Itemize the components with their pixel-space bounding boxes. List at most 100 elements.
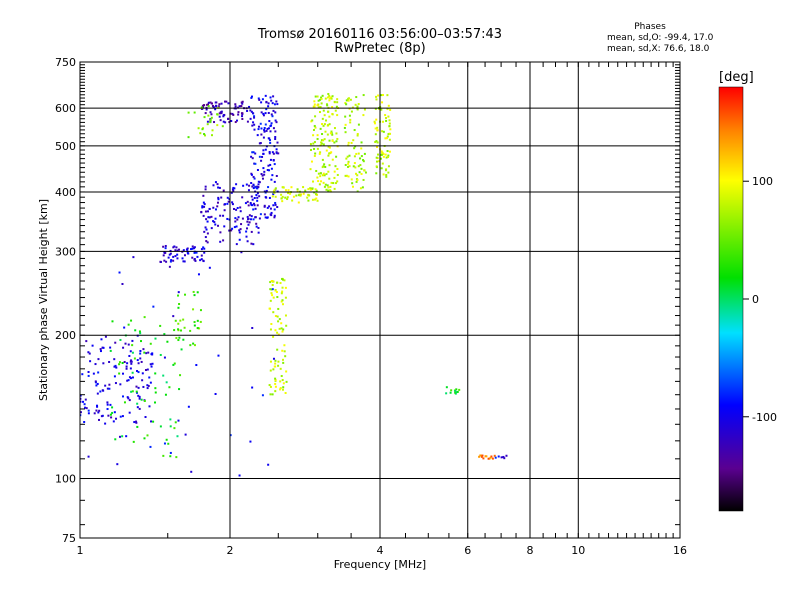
- data-point: [241, 115, 244, 118]
- data-point: [204, 236, 207, 239]
- data-point: [163, 333, 166, 336]
- data-point: [295, 194, 298, 197]
- data-point: [137, 394, 140, 397]
- data-point: [238, 229, 241, 232]
- data-point: [176, 253, 179, 256]
- data-point: [319, 151, 322, 154]
- data-point: [223, 209, 226, 212]
- data-point: [212, 106, 215, 109]
- data-point: [382, 153, 385, 156]
- data-point: [363, 169, 366, 172]
- data-point: [309, 188, 312, 191]
- data-point: [113, 365, 116, 368]
- data-point: [258, 181, 261, 184]
- data-point: [254, 207, 257, 210]
- data-point: [233, 226, 236, 229]
- data-point: [359, 164, 362, 167]
- data-point: [354, 145, 357, 148]
- data-point: [275, 151, 278, 154]
- data-point: [210, 215, 213, 218]
- data-point: [272, 204, 275, 207]
- x-axis-ticks: 1 2 4 6 8 10 16: [77, 62, 687, 557]
- data-point: [250, 195, 253, 198]
- data-point: [263, 127, 266, 130]
- data-point: [131, 339, 134, 342]
- data-point: [172, 259, 175, 262]
- data-point: [317, 180, 320, 183]
- data-point: [92, 372, 95, 375]
- data-point: [280, 300, 283, 303]
- data-point: [199, 320, 202, 323]
- data-point: [150, 420, 153, 423]
- data-point: [382, 155, 385, 158]
- data-point: [270, 214, 273, 217]
- data-point: [261, 177, 264, 180]
- data-point: [320, 97, 323, 100]
- data-point: [271, 115, 274, 118]
- data-point: [184, 293, 187, 296]
- data-point: [327, 110, 330, 113]
- data-point: [159, 324, 162, 327]
- data-point: [280, 197, 283, 200]
- data-point: [276, 348, 279, 351]
- data-point: [249, 117, 252, 120]
- data-point: [214, 108, 217, 111]
- data-point: [313, 103, 316, 106]
- data-point: [384, 153, 387, 156]
- data-point: [178, 388, 181, 391]
- data-point: [106, 387, 109, 390]
- data-point: [118, 271, 121, 274]
- data-point: [360, 147, 363, 150]
- data-point: [264, 94, 267, 97]
- data-point: [228, 229, 231, 232]
- data-point: [307, 193, 310, 196]
- data-point: [124, 342, 127, 345]
- data-point: [275, 174, 278, 177]
- data-point: [316, 176, 319, 179]
- data-point: [100, 415, 103, 418]
- data-point: [318, 152, 321, 155]
- data-point: [206, 210, 209, 213]
- x-tick-label: 4: [377, 544, 384, 557]
- data-point: [256, 168, 259, 171]
- data-point: [281, 303, 284, 306]
- data-point: [263, 130, 266, 133]
- data-point: [385, 119, 388, 122]
- data-point: [279, 387, 282, 390]
- data-point: [375, 95, 378, 98]
- data-point: [262, 149, 265, 152]
- data-point: [148, 376, 151, 379]
- data-point: [204, 185, 207, 188]
- data-point: [219, 111, 222, 114]
- data-point: [269, 299, 272, 302]
- data-point: [212, 184, 215, 187]
- data-point: [347, 141, 350, 144]
- colorbar-tick-label: -100: [752, 411, 777, 424]
- data-point: [309, 168, 312, 171]
- data-point: [231, 188, 234, 191]
- data-point: [202, 214, 205, 217]
- data-point: [359, 187, 362, 190]
- data-point: [269, 139, 272, 142]
- data-point: [265, 129, 268, 132]
- data-point: [302, 192, 305, 195]
- data-point: [81, 373, 84, 376]
- data-point: [241, 100, 244, 103]
- data-point: [274, 362, 277, 365]
- data-point: [125, 365, 128, 368]
- data-point: [182, 249, 185, 252]
- data-point: [274, 359, 277, 362]
- data-point: [250, 110, 253, 113]
- data-point: [306, 196, 309, 199]
- data-point: [214, 181, 217, 184]
- data-point: [99, 350, 102, 353]
- data-point: [357, 152, 360, 155]
- data-point: [313, 124, 316, 127]
- data-point: [228, 121, 231, 124]
- data-point: [267, 164, 270, 167]
- data-point: [285, 380, 288, 383]
- data-point: [154, 387, 157, 390]
- data-point: [274, 195, 277, 198]
- data-point: [320, 142, 323, 145]
- data-point: [217, 224, 220, 227]
